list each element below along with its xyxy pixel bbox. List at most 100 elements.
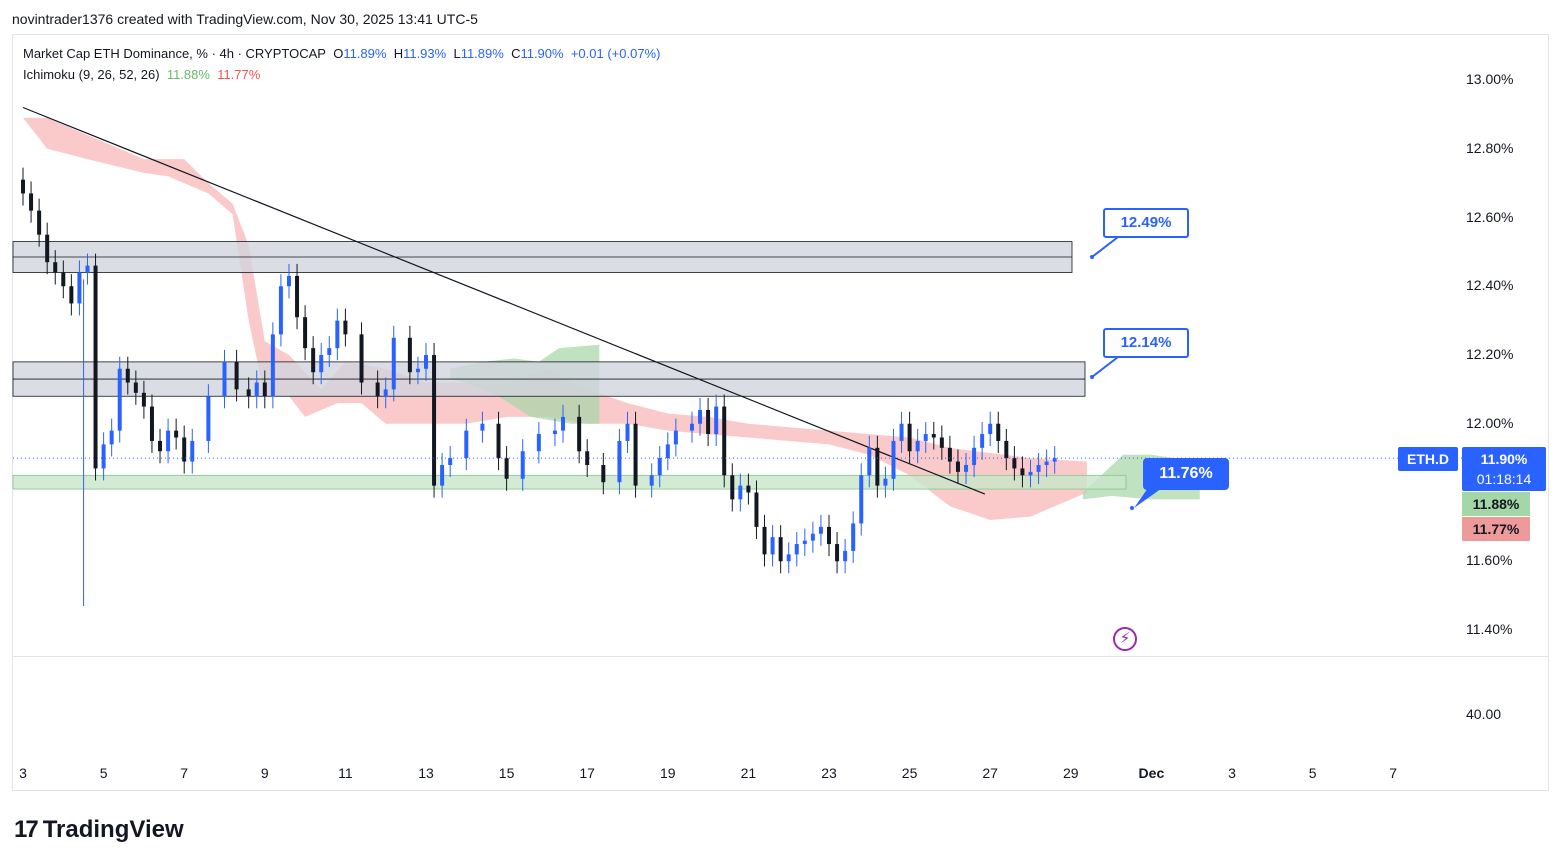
chart-frame[interactable] <box>12 34 1549 791</box>
candle-body <box>480 423 485 431</box>
lightning-icon[interactable]: ⚡ <box>1113 627 1137 651</box>
candle-body <box>899 423 904 441</box>
candle-body <box>448 458 453 465</box>
callout-12-49[interactable]: 12.49% <box>1103 208 1189 238</box>
candle-body <box>149 406 154 441</box>
legend-change: +0.01 (+0.07%) <box>570 46 661 61</box>
callout-dot-3 <box>1130 506 1134 510</box>
symbol-tag[interactable]: ETH.D <box>1398 447 1458 471</box>
candle-body <box>1020 468 1025 476</box>
candle-body <box>867 447 872 476</box>
symbol-legend[interactable]: Market Cap ETH Dominance, % · 4h · CRYPT… <box>23 46 660 61</box>
indicator-value-1: 11.88% <box>166 67 210 82</box>
candle-body <box>21 179 25 194</box>
callout-dot-1 <box>1090 255 1094 259</box>
candle-body <box>53 262 58 273</box>
candle-body <box>133 382 138 393</box>
candle-body <box>93 265 98 469</box>
candle-body <box>802 540 807 545</box>
candle-body <box>206 396 211 441</box>
candle-body <box>980 434 985 448</box>
candle-body <box>415 368 420 373</box>
candle-body <box>1028 471 1033 476</box>
candle-body <box>278 286 283 335</box>
candle-body <box>327 348 332 355</box>
candle-body <box>689 423 694 431</box>
tradingview-logo[interactable]: 17 TradingView <box>14 816 184 844</box>
last-price-tag[interactable]: 11.90% 01:18:14 <box>1462 447 1546 491</box>
candle-body <box>561 416 566 431</box>
candle-body <box>601 465 606 483</box>
candle-body <box>665 444 670 459</box>
candle-body <box>649 475 654 486</box>
price-tick: 12.60% <box>1466 208 1514 225</box>
candle-body <box>166 430 171 452</box>
candle-body <box>988 423 993 435</box>
candle-body <box>158 440 163 452</box>
candle-body <box>810 533 815 541</box>
callout-12-14[interactable]: 12.14% <box>1103 328 1189 358</box>
time-tick: 9 <box>260 765 269 781</box>
candle-body <box>496 423 501 459</box>
candle-body <box>923 434 928 441</box>
indicator-name: Ichimoku (9, 26, 52, 26) <box>23 67 160 82</box>
time-tick: 19 <box>660 765 676 781</box>
candle-body <box>29 193 34 211</box>
legend-high: 11.93% <box>403 46 447 61</box>
indicator-legend[interactable]: Ichimoku (9, 26, 52, 26) 11.88% 11.77% <box>23 67 260 82</box>
callout-pointer-2 <box>1091 356 1119 378</box>
legend-open: 11.89% <box>343 46 387 61</box>
time-tick: 13 <box>418 765 434 781</box>
span-b-tag[interactable]: 11.77% <box>1462 517 1530 541</box>
time-tick: 17 <box>579 765 595 781</box>
candle-body <box>738 485 743 500</box>
candle-body <box>762 526 767 555</box>
candle-body <box>617 440 622 483</box>
logo-text: TradingView <box>42 816 184 843</box>
candle-body <box>851 523 856 551</box>
pane-separator[interactable] <box>12 656 1549 657</box>
candle-body <box>1012 458 1017 469</box>
candle-body <box>37 210 42 235</box>
candle-body <box>504 458 509 479</box>
callout-11-76[interactable]: 11.76% <box>1143 458 1229 490</box>
candle-body <box>391 337 396 390</box>
candle-body <box>222 361 227 397</box>
candle-body <box>859 475 864 524</box>
candle-body <box>311 348 316 373</box>
support-zone <box>12 474 1127 490</box>
candle-body <box>1036 465 1041 472</box>
candle-body <box>722 406 727 476</box>
trendline <box>22 106 986 495</box>
candle-body <box>85 265 90 273</box>
callout-pointer-1 <box>1091 236 1119 258</box>
candle-body <box>835 544 840 562</box>
legend-l-label: L <box>453 46 461 61</box>
candle-body <box>1004 440 1009 459</box>
last-price-value: 11.90% <box>1480 451 1528 467</box>
candle-body <box>69 286 74 304</box>
time-tick: Dec <box>1138 765 1165 781</box>
time-tick: 25 <box>901 765 918 781</box>
candle-body <box>246 389 251 397</box>
candle-body <box>520 451 525 479</box>
candle-body <box>673 430 678 445</box>
candle-body <box>424 355 428 369</box>
candle-body <box>843 550 848 562</box>
candle-body <box>117 368 122 431</box>
candle-body <box>77 272 82 304</box>
time-tick: 3 <box>1228 765 1236 781</box>
countdown-timer: 01:18:14 <box>1476 471 1532 487</box>
candle-body <box>947 447 952 462</box>
candle-body <box>101 444 106 469</box>
candle-body <box>706 410 711 435</box>
candle-body <box>343 320 348 335</box>
candle-body <box>996 423 1001 441</box>
span-a-tag[interactable]: 11.88% <box>1462 492 1530 516</box>
price-tick: 12.40% <box>1466 277 1514 294</box>
legend-low: 11.89% <box>460 46 504 61</box>
candle-body <box>955 461 960 472</box>
candle-body <box>754 492 759 527</box>
candle-body <box>931 434 936 438</box>
